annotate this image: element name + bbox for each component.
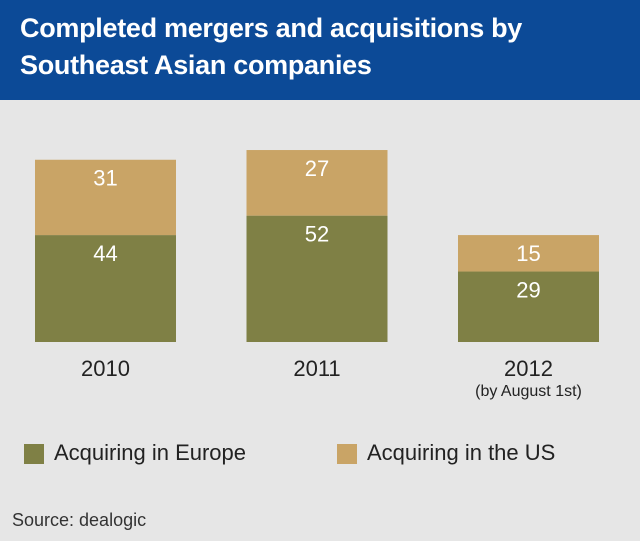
bar-segment [458,271,599,342]
bar-segment [246,150,388,216]
x-tick-label: 2010 [81,356,130,381]
chart-title: Completed mergers and acquisitions by So… [20,13,523,80]
value-label: 52 [305,221,329,246]
source-note: Source: dealogic [12,510,146,530]
bar-segment [35,159,176,236]
legend-label: Acquiring in the US [367,440,555,465]
bar-segment [35,235,176,342]
value-label: 15 [516,241,540,266]
x-tick-label: 2011 [293,356,340,381]
legend-swatch [24,444,44,464]
bar-segment [458,235,599,272]
legend-label: Acquiring in Europe [54,440,246,465]
value-label: 31 [93,166,117,191]
x-tick-label: 2012 [504,356,553,381]
value-label: 44 [93,241,117,266]
bar-segment [246,215,388,342]
x-tick-note: (by August 1st) [475,383,582,400]
value-label: 29 [516,277,540,302]
value-label: 27 [305,156,329,181]
legend-swatch [337,444,357,464]
header-band [0,0,640,100]
